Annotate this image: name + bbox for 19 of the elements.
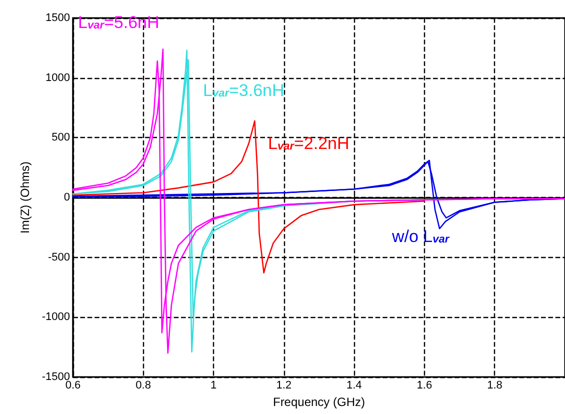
y-tick-label: 0 xyxy=(64,192,70,204)
x-tick-label: 1.2 xyxy=(276,380,292,392)
x-tick-label: 0.8 xyxy=(136,380,151,392)
x-tick-label: 1.8 xyxy=(487,380,502,392)
y-tick-label: 1500 xyxy=(46,12,70,24)
series-label: Lvar=2.2nH xyxy=(268,134,350,153)
series-label: w/o Lvar xyxy=(391,227,450,246)
x-axis-title: Frequency (GHz) xyxy=(272,394,366,409)
series-label: Lvar=5.6nH xyxy=(78,13,160,32)
y-tick-label: -1000 xyxy=(42,311,70,324)
x-tick-label: 1.4 xyxy=(346,380,362,392)
y-tick-label: -500 xyxy=(48,251,70,264)
y-tick-label: 500 xyxy=(52,132,70,144)
x-tick-label: 0.6 xyxy=(65,380,81,392)
series-label: Lvar=3.6nH xyxy=(203,81,284,100)
x-tick-label: 1.6 xyxy=(416,380,432,392)
x-tick-label: 1 xyxy=(210,380,217,392)
y-axis-title: Im(Z) (Ohms) xyxy=(18,162,32,234)
y-tick-label: 1000 xyxy=(46,72,70,84)
